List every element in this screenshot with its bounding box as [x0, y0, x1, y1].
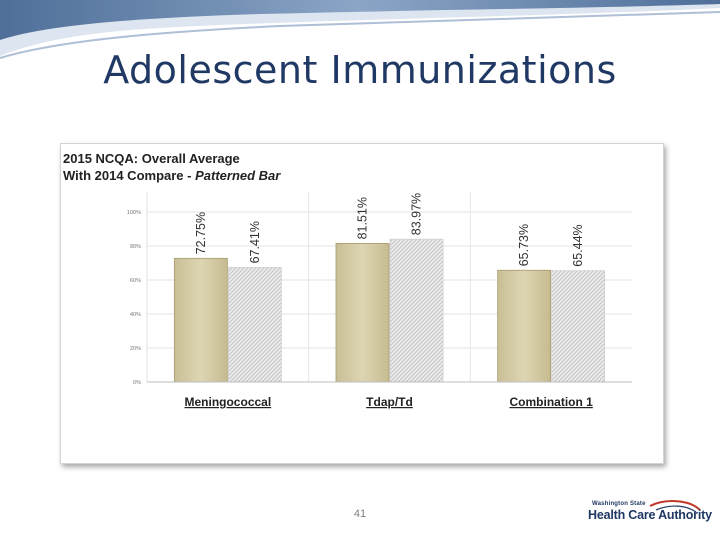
y-tick-label: 20%	[130, 346, 141, 352]
hca-logo	[649, 500, 701, 513]
category-label: Tdap/Td	[366, 395, 413, 409]
bar-2014-1	[389, 238, 444, 383]
data-label: 65.73%	[517, 224, 531, 266]
logo-main-text: Health Care Authority	[588, 508, 712, 522]
y-tick-label: 0%	[133, 380, 141, 386]
chart-title-line2-italic: Patterned Bar	[195, 168, 281, 183]
data-label: 65.44%	[571, 224, 585, 266]
y-tick-label: 40%	[130, 312, 141, 318]
chart-title-line2: With 2014 Compare - Patterned Bar	[63, 167, 280, 184]
bar-2014-2	[551, 270, 606, 383]
chart-title-line2-plain: With 2014 Compare -	[63, 168, 196, 183]
slide-title: Adolescent Immunizations	[103, 48, 617, 92]
logo-small-text: Washington State	[592, 501, 646, 507]
category-label: Meningococcal	[184, 395, 271, 409]
data-label: 83.97%	[410, 193, 424, 235]
data-label: 67.41%	[248, 221, 262, 263]
bar-2015-1	[335, 243, 390, 383]
data-label: 81.51%	[356, 197, 370, 239]
category-label: Combination 1	[509, 395, 593, 409]
data-label: 72.75%	[194, 212, 208, 254]
y-tick-label: 100%	[127, 210, 141, 216]
bar-2015-2	[497, 269, 552, 383]
chart-title: 2015 NCQA: Overall Average With 2014 Com…	[63, 150, 280, 184]
chart-title-line1: 2015 NCQA: Overall Average	[63, 151, 240, 166]
bar-2014-0	[227, 267, 282, 383]
bar-2015-0	[173, 257, 228, 383]
y-tick-label: 60%	[130, 278, 141, 284]
page-number: 41	[353, 508, 367, 520]
y-tick-label: 80%	[130, 244, 141, 250]
header-swoosh	[0, 0, 720, 59]
